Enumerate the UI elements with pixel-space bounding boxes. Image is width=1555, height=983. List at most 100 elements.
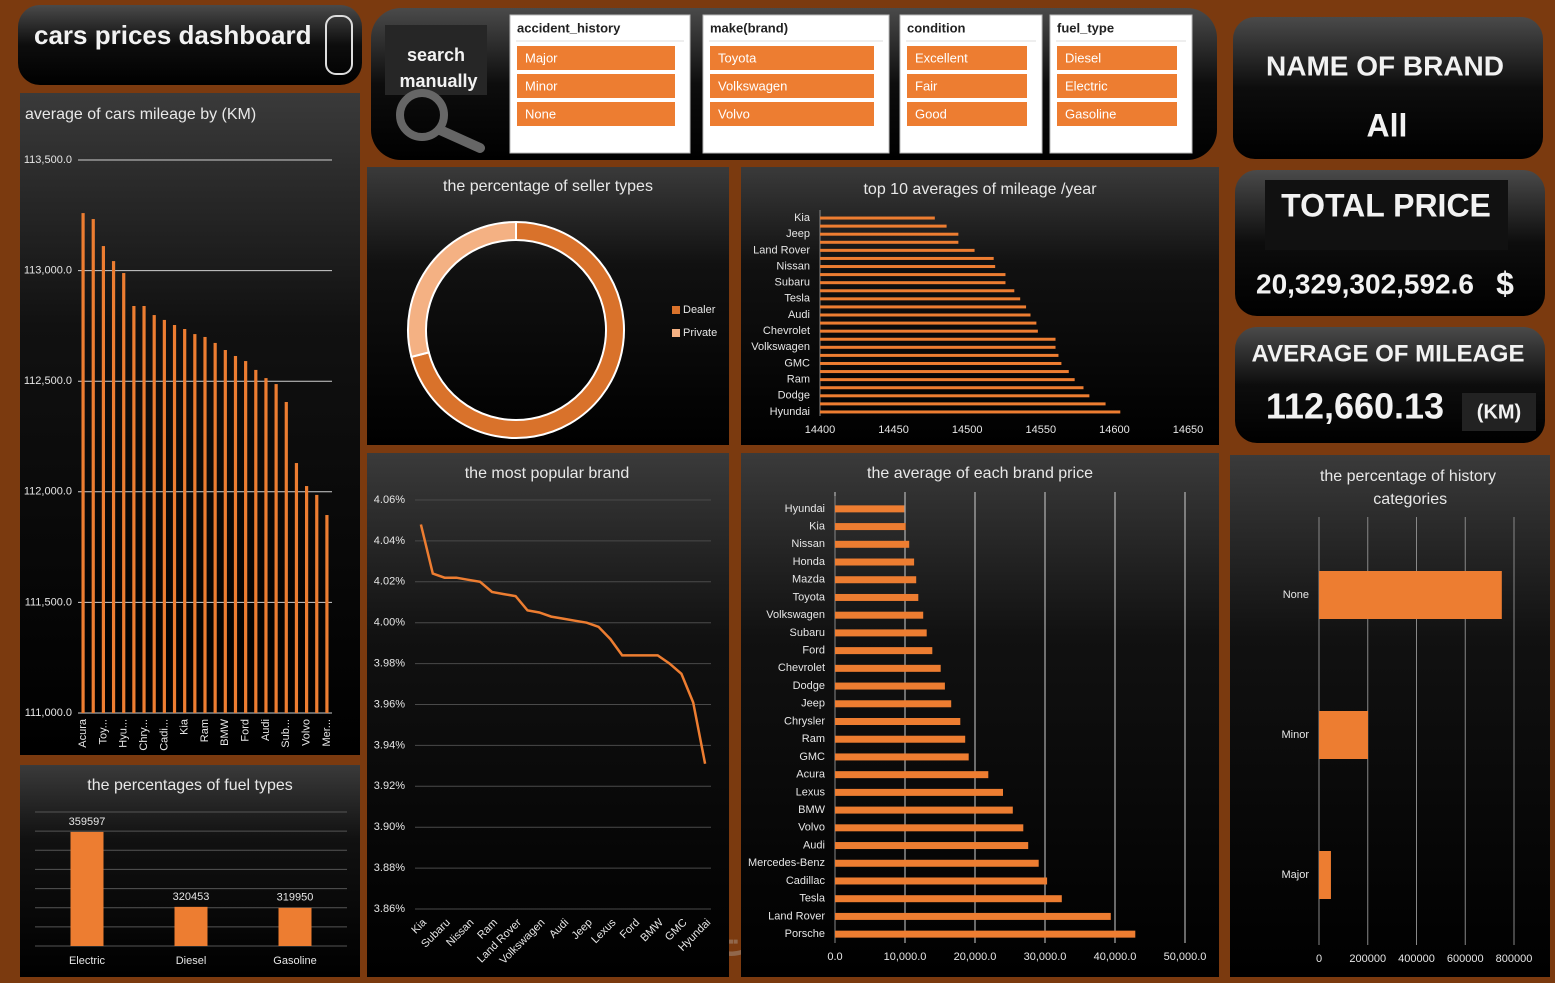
slicer-item[interactable] [710,102,874,126]
y-tick-label: Dodge [778,390,810,402]
bar [820,329,1038,333]
bar [835,700,952,708]
slicer-item[interactable] [1057,102,1177,126]
slicer-item-label: Gasoline [1065,106,1116,121]
y-tick-label: Ram [787,374,810,386]
legend-label: Dealer [683,304,716,316]
bar [305,486,309,713]
y-tick-label: Toyota [793,591,826,603]
slicer-item[interactable] [907,74,1027,98]
bar [835,788,1003,796]
data-label: 319950 [277,892,314,904]
y-tick-label: 112,000.0 [24,486,72,498]
chart-title: top 10 averages of mileage /year [863,181,1097,198]
pie-slice [410,220,625,439]
x-tick-label: 10,000.0 [884,951,927,963]
slicer-item[interactable] [517,46,675,70]
chart-panel [20,93,360,755]
bar [835,647,933,655]
y-tick-label: 3.98% [374,658,405,670]
bar [213,342,217,713]
slicer-item-label: Volvo [718,106,750,121]
x-tick-label: 30,000.0 [1024,951,1067,963]
y-tick-label: Volkswagen [751,341,810,353]
y-tick-label: Nissan [776,260,810,272]
legend-swatch [672,329,680,337]
bar [122,273,126,713]
y-tick-label: BMW [798,804,826,816]
x-tick-label: Kia [179,718,191,735]
y-tick-label: GMC [784,357,810,369]
y-tick-label: Hyundai [770,406,810,418]
y-tick-label: Mercedes-Benz [748,857,825,869]
bar [203,336,207,713]
slicer-item[interactable] [907,102,1027,126]
kpi-label: AVERAGE OF MILEAGE [1252,340,1525,367]
slicer-item[interactable] [1057,46,1177,70]
bar [223,350,227,713]
bar [820,289,1015,293]
y-tick-label: Acura [796,769,826,781]
x-tick-label: 400000 [1398,953,1435,965]
y-tick-label: Nissan [791,538,825,550]
slicer-item[interactable] [710,74,874,98]
bar [835,859,1039,867]
bar [835,930,1136,938]
bar [284,401,288,713]
y-tick-label: Kia [794,212,811,224]
slicer-item-label: Minor [525,78,558,93]
x-tick-label: Mer... [321,719,333,747]
bar [162,319,166,713]
bar [835,842,1029,850]
bar [820,337,1056,341]
legend-label: Private [683,327,717,339]
x-tick-label: Toy... [97,719,109,744]
y-tick-label: 4.04% [374,535,405,547]
slicer-item[interactable] [1057,74,1177,98]
y-tick-label: Jeep [786,228,810,240]
bar [820,256,994,260]
slicer-title: accident_history [517,20,621,35]
bar [820,386,1084,390]
x-tick-label: 200000 [1349,953,1386,965]
x-tick-label: Ram [199,719,211,742]
bar [835,877,1048,885]
bar [244,361,248,713]
dashboard-title: cars prices dashboard [34,20,311,50]
bar [820,402,1106,406]
bar [172,325,177,713]
slicer-item[interactable] [517,102,675,126]
y-tick-label: 3.86% [374,903,405,915]
bar [835,735,966,743]
slicer-item[interactable] [907,46,1027,70]
bar [835,824,1024,832]
y-tick-label: 3.88% [374,862,405,874]
y-tick-label: Honda [793,556,826,568]
slicer-title: condition [907,20,966,35]
bar [254,369,258,713]
chart-title: the average of each brand price [867,465,1093,482]
bar [820,313,1031,317]
y-tick-label: Subaru [790,627,825,639]
car-icon [325,15,353,75]
slicer-item-label: Major [525,50,558,65]
data-label: 359597 [69,816,106,828]
search-icon-handle [435,125,485,153]
y-tick-label: Chrysler [784,715,825,727]
slicer-item[interactable] [710,46,874,70]
slicer-item-label: Electric [1065,78,1108,93]
y-tick-label: 3.92% [374,780,405,792]
x-tick-label: Gasoline [273,955,316,967]
chart-title: the percentages of fuel types [87,777,292,794]
slicer-title: make(brand) [710,20,788,35]
search-button[interactable] [385,25,487,95]
bar [193,334,197,713]
kpi-unit: (KM) [1477,401,1521,423]
kpi-value: 20,329,302,592.6 [1256,268,1474,299]
x-tick-label: Hyu... [118,719,130,748]
x-tick-label: Sub... [280,719,292,748]
chart-title: the percentage of history categories [1320,468,1496,508]
slicer-item[interactable] [517,74,675,98]
x-tick-label: 40,000.0 [1094,951,1137,963]
x-tick-label: 14600 [1099,424,1130,436]
